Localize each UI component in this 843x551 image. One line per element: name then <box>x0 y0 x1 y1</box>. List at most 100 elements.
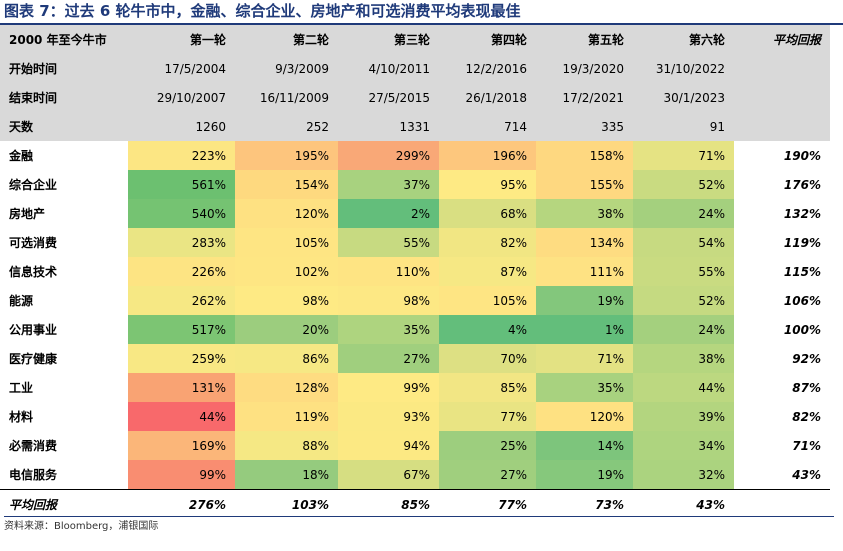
info-cell: 1260 <box>128 112 235 141</box>
return-cell: 262% <box>128 286 235 315</box>
return-cell: 44% <box>633 373 734 402</box>
return-cell: 20% <box>235 315 338 344</box>
info-cell: 29/10/2007 <box>128 83 235 112</box>
sector-name: 信息技术 <box>9 265 58 279</box>
sector-name: 公用事业 <box>9 323 58 337</box>
return-cell: 86% <box>235 344 338 373</box>
info-cell: 1331 <box>338 112 439 141</box>
return-cell: 134% <box>536 228 633 257</box>
title-divider <box>0 23 843 25</box>
return-cell: 105% <box>235 228 338 257</box>
sector-row: 综合企业 561% 154% 37% 95% 155% 52% 176% <box>0 170 830 199</box>
sector-avg-return: 100% <box>783 322 821 337</box>
sector-avg-return: 71% <box>792 438 821 453</box>
sector-row: 电信服务 99% 18% 67% 27% 19% 32% 43% <box>0 460 830 490</box>
round-avg-return: 103% <box>235 489 338 519</box>
return-cell: 37% <box>338 170 439 199</box>
round-avg-return: 73% <box>536 489 633 519</box>
return-cell: 561% <box>128 170 235 199</box>
source-note: 资料来源：Bloomberg，浦银国际 <box>4 516 834 537</box>
round-header: 第四轮 <box>439 25 536 54</box>
return-cell: 27% <box>338 344 439 373</box>
return-cell: 196% <box>439 141 536 170</box>
return-cell: 99% <box>128 460 235 490</box>
round-avg-return: 85% <box>338 489 439 519</box>
return-cell: 27% <box>439 460 536 490</box>
return-cell: 517% <box>128 315 235 344</box>
return-cell: 52% <box>633 286 734 315</box>
info-cell: 17/2/2021 <box>536 83 633 112</box>
round-header: 第六轮 <box>633 25 734 54</box>
return-cell: 299% <box>338 141 439 170</box>
return-cell: 4% <box>439 315 536 344</box>
sector-row: 金融 223% 195% 299% 196% 158% 71% 190% <box>0 141 830 170</box>
return-cell: 119% <box>235 402 338 431</box>
sector-name: 综合企业 <box>9 178 58 192</box>
info-row: 开始时间 17/5/2004 9/3/2009 4/10/2011 12/2/2016 1… <box>0 54 830 83</box>
return-cell: 14% <box>536 431 633 460</box>
return-cell: 19% <box>536 286 633 315</box>
return-cell: 32% <box>633 460 734 490</box>
info-cell: 26/1/2018 <box>439 83 536 112</box>
return-cell: 154% <box>235 170 338 199</box>
info-cell: 252 <box>235 112 338 141</box>
bull-market-table: 2000 年至今牛市 第一轮 第二轮 第三轮 第四轮 第五轮 第六轮 平均回报 开始时间 17/5… <box>0 25 830 519</box>
sector-avg-return: 87% <box>792 380 821 395</box>
sector-avg-return: 106% <box>783 293 821 308</box>
info-cell: 16/11/2009 <box>235 83 338 112</box>
info-cell: 9/3/2009 <box>235 54 338 83</box>
return-cell: 1% <box>536 315 633 344</box>
return-cell: 158% <box>536 141 633 170</box>
return-cell: 54% <box>633 228 734 257</box>
sector-name: 材料 <box>9 410 34 424</box>
info-cell: 91 <box>633 112 734 141</box>
return-cell: 102% <box>235 257 338 286</box>
sector-row: 信息技术 226% 102% 110% 87% 111% 55% 115% <box>0 257 830 286</box>
return-cell: 95% <box>439 170 536 199</box>
sector-avg-return: 82% <box>792 409 821 424</box>
round-avg-return: 276% <box>128 489 235 519</box>
sector-name: 可选消费 <box>9 236 58 250</box>
return-cell: 39% <box>633 402 734 431</box>
return-cell: 128% <box>235 373 338 402</box>
return-cell: 99% <box>338 373 439 402</box>
return-cell: 259% <box>128 344 235 373</box>
return-cell: 98% <box>235 286 338 315</box>
sector-avg-return: 92% <box>792 351 821 366</box>
info-cell-empty <box>734 54 830 83</box>
info-row: 结束时间 29/10/2007 16/11/2009 27/5/2015 26/1/20… <box>0 83 830 112</box>
round-avg-return: 43% <box>633 489 734 519</box>
sector-row: 医疗健康 259% 86% 27% 70% 71% 38% 92% <box>0 344 830 373</box>
return-cell: 540% <box>128 199 235 228</box>
info-row-label: 结束时间 <box>0 83 128 112</box>
sector-name: 工业 <box>9 381 34 395</box>
return-cell: 35% <box>338 315 439 344</box>
return-cell: 195% <box>235 141 338 170</box>
return-cell: 68% <box>439 199 536 228</box>
sector-row: 必需消费 169% 88% 94% 25% 14% 34% 71% <box>0 431 830 460</box>
info-row-label: 开始时间 <box>0 54 128 83</box>
round-avg-return: 77% <box>439 489 536 519</box>
info-row: 天数 1260 252 1331 714 335 91 <box>0 112 830 141</box>
return-cell: 85% <box>439 373 536 402</box>
return-cell: 120% <box>235 199 338 228</box>
sector-name: 医疗健康 <box>9 352 58 366</box>
info-cell: 30/1/2023 <box>633 83 734 112</box>
return-cell: 71% <box>633 141 734 170</box>
return-cell: 110% <box>338 257 439 286</box>
average-row-label: 平均回报 <box>0 489 128 519</box>
average-row-empty <box>734 489 830 519</box>
sector-avg-return: 132% <box>783 206 821 221</box>
return-cell: 24% <box>633 199 734 228</box>
round-header: 第三轮 <box>338 25 439 54</box>
round-header: 第五轮 <box>536 25 633 54</box>
sector-avg-return: 115% <box>783 264 821 279</box>
sector-name: 金融 <box>9 149 34 163</box>
return-cell: 111% <box>536 257 633 286</box>
header-label: 2000 年至今牛市 <box>0 25 128 54</box>
return-cell: 223% <box>128 141 235 170</box>
return-cell: 34% <box>633 431 734 460</box>
return-cell: 88% <box>235 431 338 460</box>
sector-row: 公用事业 517% 20% 35% 4% 1% 24% 100% <box>0 315 830 344</box>
return-cell: 71% <box>536 344 633 373</box>
